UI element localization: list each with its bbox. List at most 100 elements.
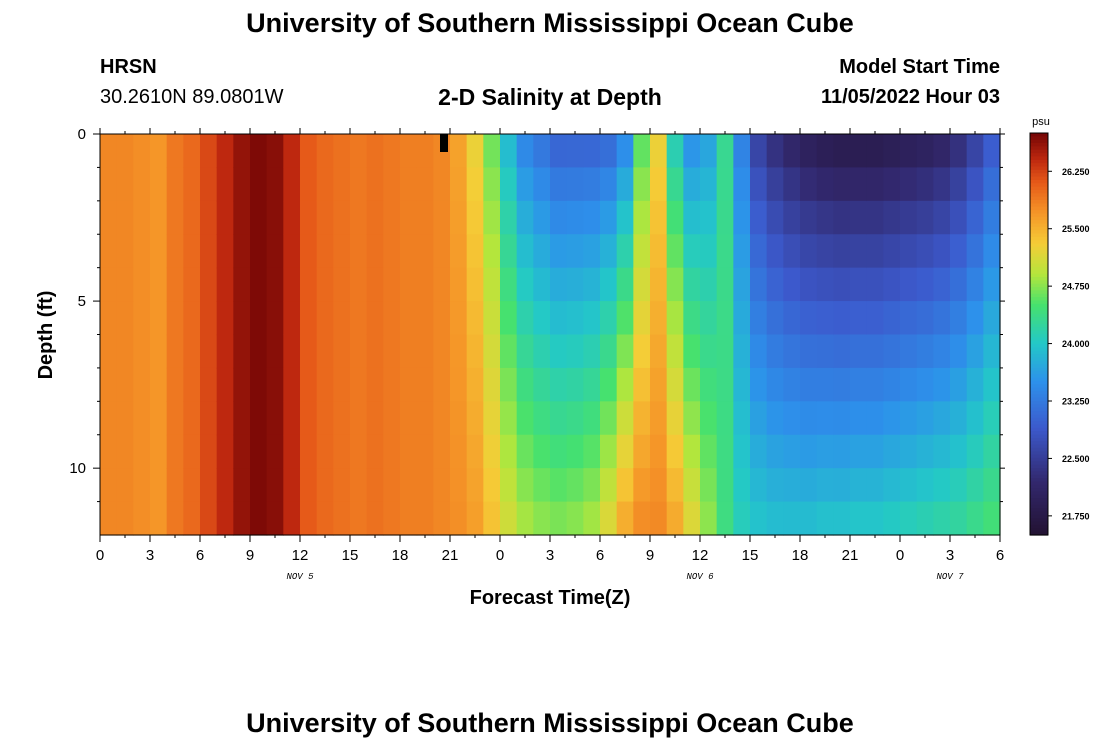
heatmap-cell <box>833 501 851 536</box>
colorbar-segment <box>1030 411 1048 415</box>
heatmap-cell <box>450 134 468 169</box>
heatmap-cell <box>566 334 584 369</box>
heatmap-cell <box>133 267 151 302</box>
x-tick-label: 6 <box>196 547 204 564</box>
heatmap-cell <box>700 501 718 536</box>
heatmap-cell <box>800 334 818 369</box>
heatmap-cell <box>850 401 868 436</box>
colorbar-segment <box>1030 153 1048 158</box>
heatmap-cell <box>100 501 118 536</box>
y-axis-label: Depth (ft) <box>35 291 57 380</box>
heatmap-cell <box>650 401 668 436</box>
heatmap-cell <box>600 234 618 269</box>
colorbar-tick-label: 26.250 <box>1062 167 1090 177</box>
heatmap-cell <box>516 334 534 369</box>
heatmap-cell <box>800 401 818 436</box>
heatmap-cell <box>600 367 618 402</box>
heatmap-cell <box>800 301 818 336</box>
colorbar-segment <box>1030 414 1048 419</box>
heatmap-cell <box>450 367 468 402</box>
heatmap-cell <box>783 234 801 269</box>
heatmap-cell <box>766 200 784 235</box>
heatmap-cell <box>966 468 984 503</box>
heatmap-cell <box>716 267 734 302</box>
heatmap-cell <box>433 234 451 269</box>
heatmap-cell <box>933 334 951 369</box>
heatmap-cell <box>900 301 918 336</box>
heatmap-cell <box>266 367 284 402</box>
heatmap-cell <box>533 468 551 503</box>
heatmap-cell <box>950 334 968 369</box>
heatmap-cell <box>116 267 134 302</box>
heatmap-cell <box>900 267 918 302</box>
heatmap-cell <box>433 401 451 436</box>
heatmap-cell <box>483 401 501 436</box>
heatmap-cell <box>783 401 801 436</box>
heatmap-cell <box>916 234 934 269</box>
colorbar-segment <box>1030 531 1048 536</box>
heatmap-cell <box>750 501 768 536</box>
colorbar-segment <box>1030 481 1048 486</box>
heatmap-cell <box>466 401 484 436</box>
heatmap-cell <box>300 134 318 169</box>
heatmap-cell <box>933 200 951 235</box>
heatmap-cell <box>950 468 968 503</box>
heatmap-cell <box>383 234 401 269</box>
heatmap-cell <box>400 267 418 302</box>
heatmap-cell <box>450 267 468 302</box>
heatmap-cell <box>633 267 651 302</box>
heatmap-cell <box>600 167 618 202</box>
colorbar-segment <box>1030 233 1048 238</box>
heatmap-cell <box>400 468 418 503</box>
heatmap-cell <box>300 267 318 302</box>
heatmap-cell <box>916 167 934 202</box>
heatmap-cell <box>483 334 501 369</box>
heatmap-cell <box>650 367 668 402</box>
heatmap-cell <box>166 234 184 269</box>
heatmap-cell <box>150 434 168 469</box>
heatmap-cell <box>816 267 834 302</box>
heatmap-cell <box>483 367 501 402</box>
heatmap-cell <box>666 134 684 169</box>
heatmap-cell <box>633 501 651 536</box>
heatmap-cell <box>600 334 618 369</box>
heatmap-cell <box>933 234 951 269</box>
heatmap-cell <box>983 200 1001 235</box>
heatmap-cell <box>633 468 651 503</box>
heatmap-cell <box>450 401 468 436</box>
colorbar-segment <box>1030 186 1048 191</box>
y-tick-label: 5 <box>78 293 86 310</box>
heatmap-cell <box>916 267 934 302</box>
colorbar-segment <box>1030 380 1048 385</box>
colorbar-segment <box>1030 471 1048 476</box>
heatmap-cell <box>316 167 334 202</box>
heatmap-cell <box>150 468 168 503</box>
heatmap-cell <box>733 134 751 169</box>
colorbar-segment <box>1030 417 1048 422</box>
heatmap-cell <box>150 301 168 336</box>
heatmap-cell <box>600 501 618 536</box>
heatmap-cell <box>416 200 434 235</box>
heatmap-cell <box>216 501 234 536</box>
heatmap-cell <box>633 134 651 169</box>
heatmap-cell <box>566 200 584 235</box>
heatmap-cell <box>100 134 118 169</box>
heatmap-cell <box>300 234 318 269</box>
heatmap-cell <box>266 134 284 169</box>
heatmap-cell <box>850 234 868 269</box>
heatmap-cell <box>283 401 301 436</box>
colorbar-segment <box>1030 176 1048 181</box>
heatmap-cell <box>283 468 301 503</box>
heatmap-cell <box>700 234 718 269</box>
heatmap-cell <box>216 200 234 235</box>
colorbar-segment <box>1030 156 1048 161</box>
x-tick-label: 18 <box>792 547 809 564</box>
heatmap-cell <box>583 301 601 336</box>
heatmap-cell <box>200 401 218 436</box>
heatmap-cell <box>583 468 601 503</box>
heatmap-cell <box>800 267 818 302</box>
heatmap-cell <box>283 267 301 302</box>
heatmap-cell <box>166 167 184 202</box>
heatmap-cell <box>900 367 918 402</box>
